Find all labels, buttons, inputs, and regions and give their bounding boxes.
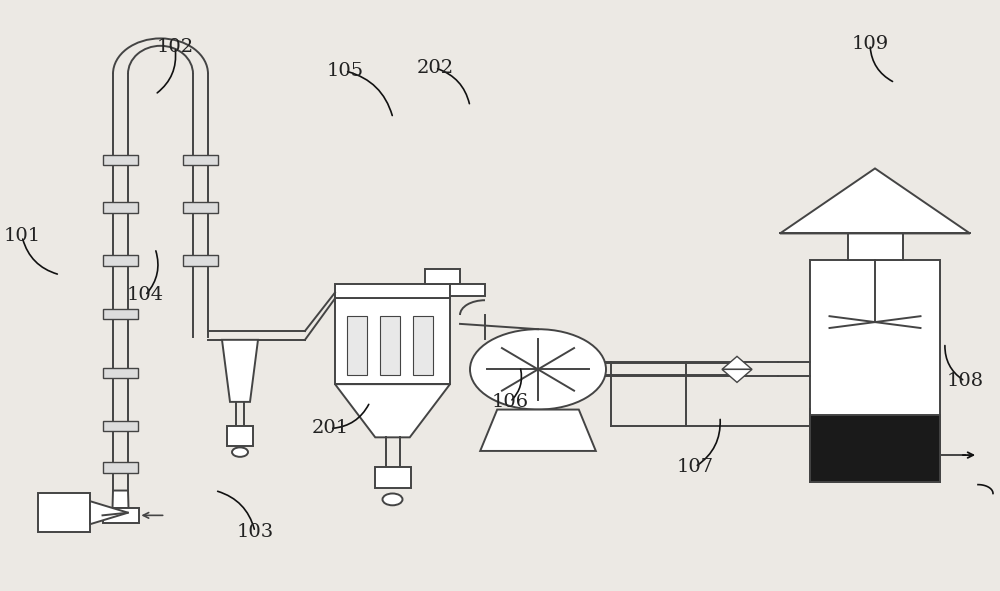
Text: 107: 107	[676, 458, 714, 476]
Polygon shape	[780, 168, 970, 233]
Bar	[103, 421, 138, 431]
Bar	[335, 284, 450, 298]
Polygon shape	[90, 501, 128, 524]
Text: 101: 101	[3, 228, 41, 245]
Bar	[810, 260, 940, 482]
Bar	[425, 269, 460, 284]
Polygon shape	[480, 410, 596, 451]
Bar	[183, 202, 218, 213]
Bar	[38, 493, 90, 532]
Bar	[183, 155, 218, 165]
Text: 201: 201	[311, 420, 349, 437]
Bar	[347, 316, 367, 375]
Polygon shape	[112, 491, 128, 508]
Bar	[810, 415, 940, 482]
Bar	[103, 202, 138, 213]
Polygon shape	[222, 340, 258, 402]
Polygon shape	[722, 369, 752, 382]
Bar	[450, 284, 485, 296]
Bar	[380, 316, 400, 375]
Text: 106: 106	[491, 393, 529, 411]
Bar	[103, 155, 138, 165]
Circle shape	[232, 447, 248, 457]
Circle shape	[470, 329, 606, 410]
Bar	[103, 255, 138, 266]
Bar	[848, 233, 902, 260]
Text: 103: 103	[236, 523, 274, 541]
Bar	[103, 508, 138, 523]
Circle shape	[382, 493, 402, 505]
Bar	[103, 462, 138, 473]
Text: 108: 108	[946, 372, 984, 390]
Bar	[183, 255, 218, 266]
Text: 109: 109	[851, 35, 889, 53]
Polygon shape	[335, 384, 450, 437]
Circle shape	[413, 310, 433, 322]
Bar	[103, 309, 138, 319]
Bar	[103, 368, 138, 378]
Circle shape	[380, 310, 400, 322]
Text: 104: 104	[126, 287, 164, 304]
Text: 202: 202	[416, 59, 454, 77]
Bar	[227, 426, 253, 446]
Text: 105: 105	[326, 62, 364, 80]
Bar	[335, 298, 450, 384]
Circle shape	[347, 310, 367, 322]
Circle shape	[869, 319, 881, 326]
Text: 102: 102	[156, 38, 194, 56]
Bar	[413, 316, 433, 375]
Bar	[374, 467, 411, 488]
Polygon shape	[722, 356, 752, 369]
